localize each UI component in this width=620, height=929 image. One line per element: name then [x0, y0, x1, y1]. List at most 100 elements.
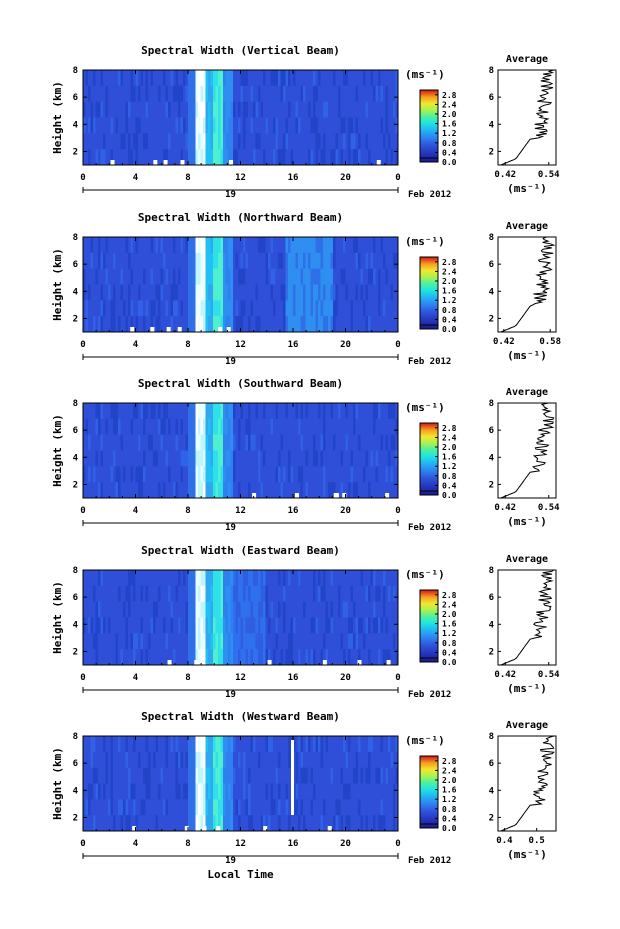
heatmap-cell — [138, 117, 141, 134]
heatmap-cell — [175, 633, 179, 650]
heatmap-cell — [183, 585, 186, 603]
heatmap-cell — [328, 237, 331, 254]
heatmap-cell — [260, 434, 264, 451]
heatmap-cell — [88, 570, 91, 587]
heatmap-cell — [365, 434, 369, 451]
heatmap-cell — [133, 117, 136, 134]
heatmap-cell — [200, 585, 204, 603]
heatmap-cell — [273, 482, 276, 499]
heatmap-cell — [315, 117, 319, 134]
heatmap-cell — [310, 815, 314, 832]
heatmap-cell — [228, 767, 231, 784]
heatmap-cell — [373, 570, 376, 587]
heatmap-cell — [138, 101, 141, 118]
heatmap-cell — [230, 284, 234, 301]
heatmap-cell — [88, 633, 91, 650]
heatmap-cell — [183, 117, 186, 134]
heatmap-cell — [275, 617, 279, 634]
heatmap-cell — [203, 434, 206, 451]
heatmap-cell — [165, 403, 169, 420]
heatmap-cell — [148, 85, 151, 103]
heatmap-cell — [205, 237, 209, 254]
heatmap-cell — [143, 101, 146, 118]
heatmap-cell — [383, 284, 386, 301]
heatmap-cell — [315, 783, 319, 800]
heatmap-cell — [258, 316, 261, 333]
heatmap-cell — [213, 751, 216, 769]
heatmap-cell — [305, 237, 309, 254]
heatmap-cell — [118, 799, 121, 816]
heatmap-cell — [95, 450, 99, 467]
heatmap-cell — [365, 736, 369, 753]
heatmap-cell — [313, 617, 316, 634]
heatmap-cell — [288, 751, 291, 769]
heatmap-cell — [370, 70, 374, 87]
heatmap-cell — [325, 403, 329, 420]
profile-x-label: (ms⁻¹) — [507, 349, 547, 362]
heatmap-cell — [148, 751, 151, 769]
heatmap-cell — [135, 482, 139, 499]
heatmap-cell — [245, 767, 249, 784]
heatmap-cell — [103, 570, 106, 587]
heatmap-cell — [395, 767, 399, 784]
heatmap-cell — [363, 815, 366, 832]
heatmap-cell — [150, 85, 154, 103]
heatmap-cell — [248, 783, 251, 800]
heatmap-cell — [193, 649, 196, 666]
heatmap-cell — [90, 149, 94, 166]
heatmap-cell — [258, 815, 261, 832]
heatmap-cell — [345, 585, 349, 603]
heatmap-cell — [105, 316, 109, 333]
heatmap-cell — [298, 482, 301, 499]
heatmap-cell — [338, 617, 341, 634]
heatmap-cell — [163, 403, 166, 420]
heatmap-cell — [188, 300, 191, 317]
heatmap-cell — [183, 466, 186, 483]
heatmap-cell — [163, 70, 166, 87]
heatmap-cell — [303, 601, 306, 618]
heatmap-cell — [318, 815, 321, 832]
heatmap-cell — [293, 70, 296, 87]
heatmap-cell — [328, 783, 331, 800]
heatmap-cell — [238, 736, 241, 753]
data-gap — [327, 826, 332, 831]
heatmap-cell — [168, 767, 171, 784]
heatmap-cell — [133, 149, 136, 166]
heatmap-cell — [235, 284, 239, 301]
heatmap-cell — [228, 736, 231, 753]
heatmap-cell — [325, 736, 329, 753]
heatmap-cell — [85, 815, 89, 832]
heatmap-cell — [388, 633, 391, 650]
heatmap-cell — [208, 237, 211, 254]
heatmap-cell — [140, 316, 144, 333]
heatmap-cell — [325, 783, 329, 800]
heatmap-cell — [115, 403, 119, 420]
heatmap-cell — [370, 466, 374, 483]
heatmap-cell — [240, 418, 244, 436]
heatmap-cell — [235, 252, 239, 270]
heatmap-cell — [160, 466, 164, 483]
heatmap-cell — [240, 101, 244, 118]
heatmap-cell — [115, 466, 119, 483]
heatmap-cell — [195, 284, 199, 301]
heatmap-cell — [393, 101, 396, 118]
heatmap-cell — [188, 85, 191, 103]
heatmap-cell — [240, 736, 244, 753]
heatmap-cell — [338, 237, 341, 254]
heatmap-cell — [148, 252, 151, 270]
heatmap-cell — [118, 783, 121, 800]
heatmap-cell — [148, 70, 151, 87]
heatmap-cell — [273, 466, 276, 483]
heatmap-cell — [353, 751, 356, 769]
heatmap-cell — [148, 237, 151, 254]
x-tick-label: 8 — [185, 839, 190, 849]
heatmap-cell — [228, 300, 231, 317]
heatmap-cell — [273, 418, 276, 436]
heatmap-cell — [220, 633, 224, 650]
heatmap-cell — [343, 418, 346, 436]
heatmap-cell — [388, 268, 391, 285]
heatmap-cell — [285, 300, 289, 317]
heatmap-cell — [138, 736, 141, 753]
heatmap-cell — [125, 751, 129, 769]
heatmap-cell — [260, 300, 264, 317]
